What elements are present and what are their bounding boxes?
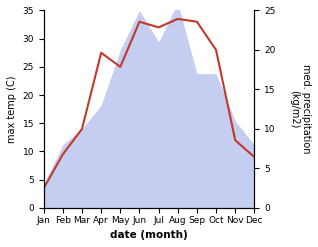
Y-axis label: med. precipitation
(kg/m2): med. precipitation (kg/m2) xyxy=(289,64,311,154)
X-axis label: date (month): date (month) xyxy=(110,230,188,240)
Y-axis label: max temp (C): max temp (C) xyxy=(7,75,17,143)
